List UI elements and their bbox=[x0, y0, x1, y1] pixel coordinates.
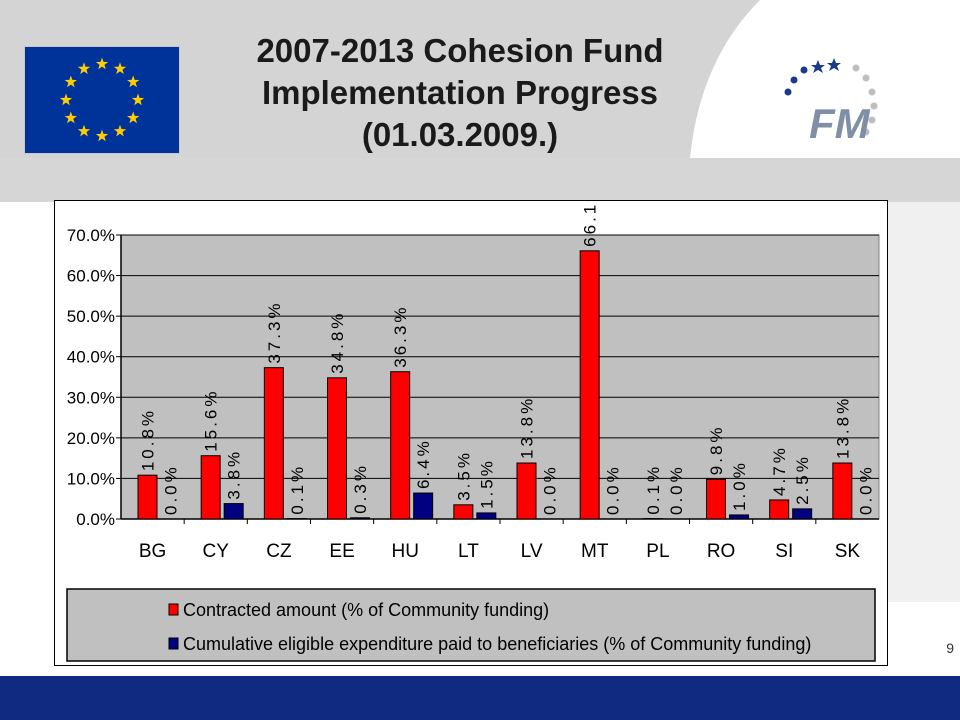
fm-logo-icon: FM bbox=[784, 58, 878, 147]
x-tick-label: HU bbox=[392, 541, 419, 562]
y-tick-label: 10.0% bbox=[67, 469, 115, 488]
flag-star bbox=[127, 111, 140, 124]
flag-star bbox=[95, 57, 109, 70]
eu-flag-icon bbox=[24, 46, 180, 154]
title-line-2: Implementation Progress bbox=[261, 74, 659, 111]
x-tick-label: LT bbox=[458, 541, 479, 562]
data-label: 13.8% bbox=[833, 396, 852, 459]
legend-swatch bbox=[168, 637, 179, 650]
data-label: 6.4% bbox=[414, 438, 433, 489]
chart-container: 0.0% 10.0% 20.0% 30.0% 40.0% 50.0% 60.0% 70.0% B… bbox=[54, 184, 888, 666]
y-tick-label: 20.0% bbox=[67, 429, 115, 448]
bar-paid bbox=[223, 503, 244, 520]
flag-star bbox=[77, 124, 91, 137]
x-tick-label: MT bbox=[581, 541, 609, 562]
flag-star bbox=[64, 111, 77, 124]
header-background bbox=[0, 0, 760, 158]
data-label: 34.8% bbox=[328, 311, 347, 374]
data-label: 1.5% bbox=[477, 458, 496, 509]
flag-star bbox=[131, 93, 145, 106]
flag-star bbox=[59, 93, 73, 106]
bar-paid bbox=[729, 514, 749, 520]
slide-title: 2007-2013 Cohesion Fund Implementation P… bbox=[180, 30, 740, 156]
x-tick-label: RO bbox=[707, 541, 736, 562]
bar-paid bbox=[476, 512, 497, 520]
y-tick-label: 30.0% bbox=[67, 388, 115, 407]
data-label: 37.3% bbox=[265, 300, 284, 363]
data-label: 0.0% bbox=[856, 464, 875, 515]
logo-text: FM bbox=[809, 100, 871, 147]
data-label: 0.1% bbox=[644, 464, 663, 515]
legend-swatch bbox=[168, 603, 179, 616]
bar-contracted bbox=[769, 499, 790, 520]
bar-contracted bbox=[832, 462, 853, 520]
data-label: 4.7% bbox=[770, 445, 789, 496]
flag-star bbox=[64, 75, 77, 88]
title-line-1: 2007-2013 Cohesion Fund bbox=[256, 32, 664, 69]
header-band bbox=[0, 158, 960, 202]
bar-contracted bbox=[516, 462, 537, 520]
data-label: 3.8% bbox=[225, 449, 244, 500]
flag-star bbox=[95, 129, 109, 142]
title-line-3: (01.03.2009.) bbox=[361, 116, 559, 153]
data-label: 10.8% bbox=[139, 408, 158, 471]
x-tick-label: PL bbox=[646, 541, 669, 562]
bar-contracted bbox=[390, 371, 411, 520]
flag-star bbox=[77, 62, 91, 75]
data-label: 2.5% bbox=[793, 454, 812, 505]
y-tick-label: 40.0% bbox=[67, 348, 115, 367]
flag-star bbox=[113, 124, 127, 137]
bar-paid bbox=[413, 492, 434, 520]
data-label: 0.0% bbox=[541, 464, 560, 515]
y-tick-label: 50.0% bbox=[67, 307, 115, 326]
y-tick-label: 70.0% bbox=[67, 226, 115, 245]
x-tick-label: CY bbox=[203, 541, 230, 562]
data-label: 13.8% bbox=[518, 396, 537, 459]
data-label: 0.0% bbox=[604, 464, 623, 515]
bar-contracted bbox=[579, 250, 600, 520]
data-label: 36.3% bbox=[391, 305, 410, 368]
flag-star bbox=[113, 62, 127, 75]
bar-chart: 0.0% 10.0% 20.0% 30.0% 40.0% 50.0% 60.0% 70.0% B… bbox=[66, 184, 880, 662]
data-label: 0.0% bbox=[162, 464, 181, 515]
side-panel bbox=[888, 202, 960, 602]
x-tick-label: BG bbox=[139, 541, 166, 562]
y-tick-label: 60.0% bbox=[67, 267, 115, 286]
bar-paid bbox=[350, 517, 370, 520]
bar-contracted bbox=[137, 474, 158, 520]
bar-contracted bbox=[327, 377, 347, 520]
data-label: 1.0% bbox=[730, 460, 749, 511]
legend-label: Cumulative eligible expenditure paid to … bbox=[183, 634, 811, 654]
data-label: 0.3% bbox=[351, 463, 370, 514]
data-label: 0.0% bbox=[667, 464, 686, 515]
footer-bar bbox=[0, 676, 960, 720]
x-tick-label: LV bbox=[521, 541, 543, 562]
data-label: 9.8% bbox=[707, 424, 726, 475]
flag-star bbox=[127, 75, 140, 88]
bar-contracted bbox=[706, 478, 726, 520]
bar-contracted bbox=[453, 504, 474, 520]
legend bbox=[66, 588, 876, 662]
bar-contracted bbox=[263, 367, 284, 520]
slide-number: 9 bbox=[946, 640, 954, 656]
data-label: 15.6% bbox=[202, 389, 221, 452]
data-label: 3.5% bbox=[454, 450, 473, 501]
x-tick-label: SI bbox=[775, 541, 793, 562]
x-tick-label: EE bbox=[329, 541, 354, 562]
bar-contracted bbox=[200, 455, 221, 520]
bar-paid bbox=[792, 508, 813, 520]
x-tick-label: SK bbox=[835, 541, 861, 562]
legend-label: Contracted amount (% of Community fundin… bbox=[183, 600, 549, 620]
data-label: 66.1% bbox=[581, 201, 600, 247]
data-label: 0.1% bbox=[288, 464, 307, 515]
y-tick-label: 0.0% bbox=[76, 510, 115, 529]
x-tick-label: CZ bbox=[266, 541, 292, 562]
plot-area bbox=[120, 234, 880, 520]
